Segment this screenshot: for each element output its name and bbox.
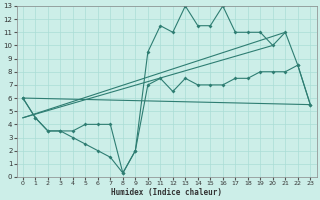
X-axis label: Humidex (Indice chaleur): Humidex (Indice chaleur) bbox=[111, 188, 222, 197]
